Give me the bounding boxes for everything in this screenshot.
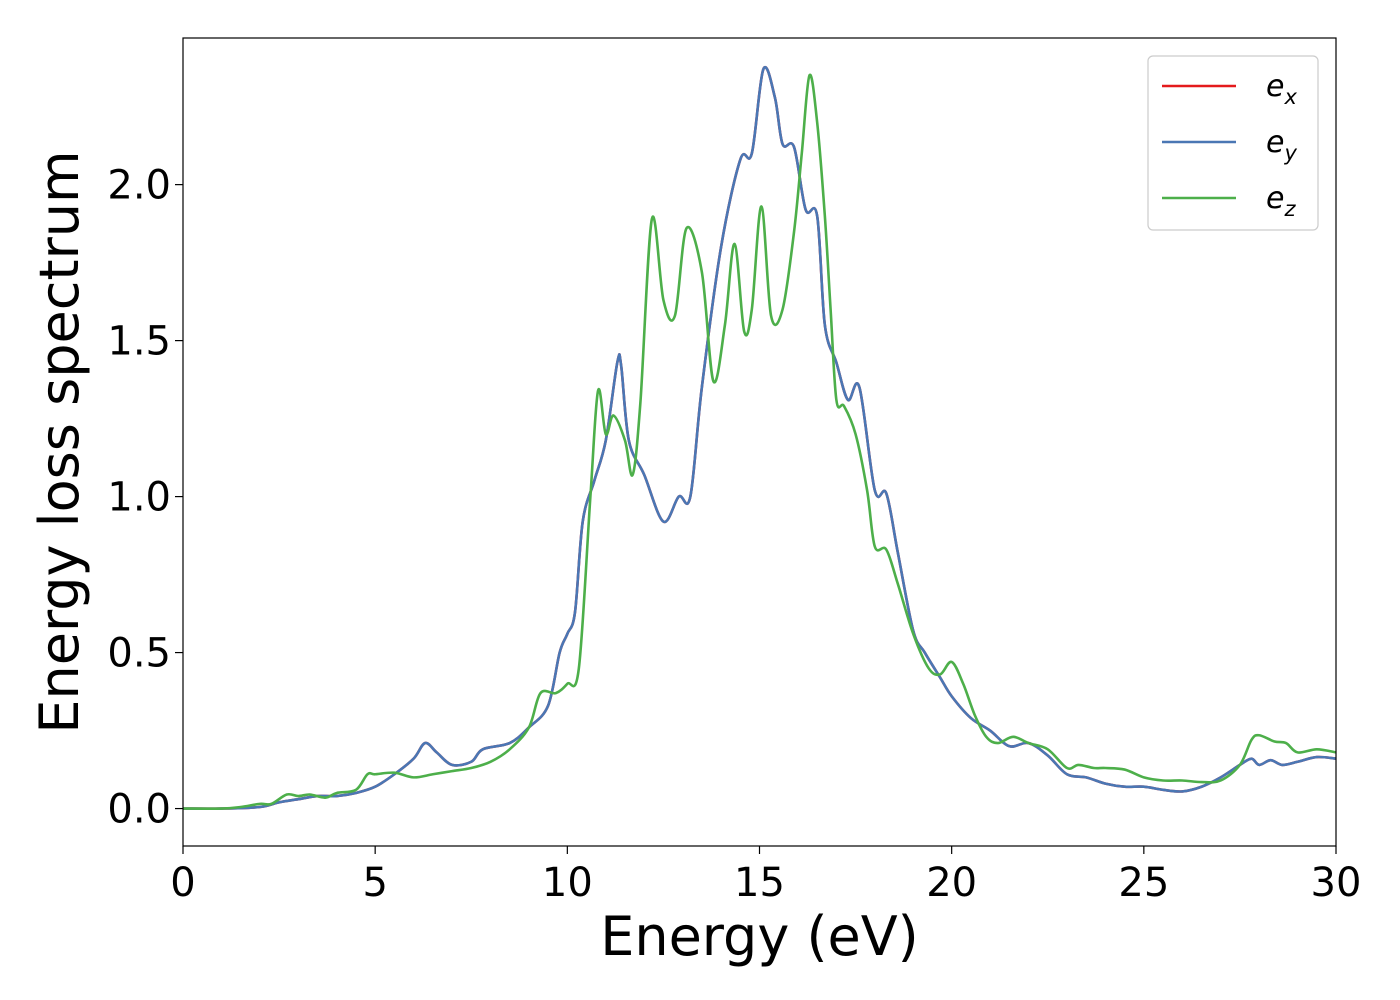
plot-area bbox=[183, 65, 1336, 810]
x-tick-label: 0 bbox=[170, 860, 195, 906]
y-tick-label: 2.0 bbox=[107, 163, 171, 209]
y-tick-label: 0.0 bbox=[107, 787, 171, 833]
y-axis-title: Energy loss spectrum bbox=[28, 150, 91, 733]
y-axis-ticks: 0.0 0.5 1.0 1.5 2.0 bbox=[107, 163, 183, 833]
x-tick-label: 5 bbox=[362, 860, 387, 906]
x-axis-ticks: 0 5 10 15 20 25 30 bbox=[170, 846, 1361, 906]
y-tick-label: 1.5 bbox=[107, 319, 171, 365]
y-tick-label: 0.5 bbox=[107, 631, 171, 677]
x-tick-label: 30 bbox=[1311, 860, 1362, 906]
x-tick-label: 10 bbox=[542, 860, 593, 906]
legend-item-x: ex bbox=[1162, 69, 1297, 109]
legend-item-y: ey bbox=[1162, 125, 1297, 165]
series-line-z bbox=[183, 73, 1336, 810]
x-tick-label: 15 bbox=[734, 860, 785, 906]
x-tick-label: 20 bbox=[926, 860, 977, 906]
series-line-y bbox=[183, 65, 1336, 810]
x-axis-title: Energy (eV) bbox=[600, 905, 919, 968]
legend-label: ex bbox=[1266, 69, 1297, 109]
y-tick-label: 1.0 bbox=[107, 475, 171, 521]
x-tick-label: 25 bbox=[1118, 860, 1169, 906]
legend-label: ey bbox=[1266, 125, 1297, 165]
